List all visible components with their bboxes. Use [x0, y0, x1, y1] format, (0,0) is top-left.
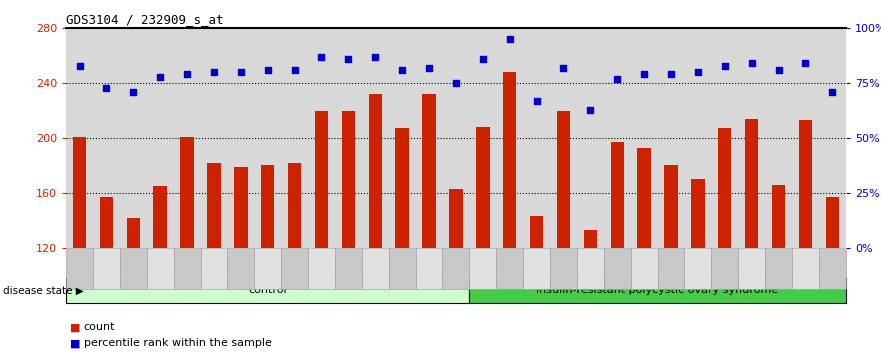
- Bar: [476, 127, 490, 248]
- Point: [476, 56, 490, 62]
- Point: [557, 65, 571, 71]
- Point: [180, 72, 194, 77]
- Bar: [342, 110, 355, 248]
- Point: [72, 63, 86, 68]
- Bar: [799, 120, 812, 248]
- Bar: [529, 216, 544, 248]
- Bar: [100, 197, 113, 248]
- Text: control: control: [248, 285, 287, 295]
- Bar: [637, 148, 651, 248]
- Point: [583, 107, 597, 112]
- Point: [772, 67, 786, 73]
- Bar: [73, 137, 86, 248]
- Point: [341, 56, 355, 62]
- Point: [315, 54, 329, 60]
- Point: [448, 80, 463, 86]
- Bar: [449, 189, 463, 248]
- Bar: [127, 218, 140, 248]
- Point: [126, 89, 140, 95]
- Point: [422, 65, 436, 71]
- Point: [153, 74, 167, 79]
- Point: [368, 54, 382, 60]
- Bar: [181, 137, 194, 248]
- Point: [691, 69, 705, 75]
- Point: [718, 63, 732, 68]
- Text: insulin-resistant polycystic ovary syndrome: insulin-resistant polycystic ovary syndr…: [537, 285, 779, 295]
- Text: disease state ▶: disease state ▶: [3, 285, 84, 295]
- Point: [664, 72, 678, 77]
- Bar: [396, 129, 409, 248]
- Bar: [288, 163, 301, 248]
- Bar: [692, 179, 705, 248]
- Point: [744, 61, 759, 66]
- Bar: [611, 142, 624, 248]
- Point: [207, 69, 221, 75]
- Bar: [772, 185, 785, 248]
- Bar: [234, 167, 248, 248]
- Point: [825, 89, 840, 95]
- Point: [233, 69, 248, 75]
- Point: [395, 67, 409, 73]
- Bar: [207, 163, 220, 248]
- Bar: [315, 110, 329, 248]
- Point: [529, 98, 544, 104]
- Bar: [583, 230, 597, 248]
- Point: [503, 36, 517, 42]
- Bar: [368, 94, 382, 248]
- Bar: [557, 110, 570, 248]
- Point: [100, 85, 114, 90]
- Point: [798, 61, 812, 66]
- Bar: [825, 197, 839, 248]
- Point: [287, 67, 301, 73]
- Bar: [422, 94, 436, 248]
- Bar: [261, 165, 275, 248]
- Point: [261, 67, 275, 73]
- Point: [637, 72, 651, 77]
- Text: count: count: [84, 322, 115, 332]
- Text: GDS3104 / 232909_s_at: GDS3104 / 232909_s_at: [66, 13, 224, 26]
- Text: ■: ■: [70, 322, 81, 332]
- Bar: [745, 119, 759, 248]
- Bar: [153, 186, 167, 248]
- Bar: [503, 72, 516, 248]
- Bar: [664, 165, 677, 248]
- Text: ■: ■: [70, 338, 81, 348]
- Text: percentile rank within the sample: percentile rank within the sample: [84, 338, 271, 348]
- Point: [611, 76, 625, 82]
- Bar: [718, 129, 731, 248]
